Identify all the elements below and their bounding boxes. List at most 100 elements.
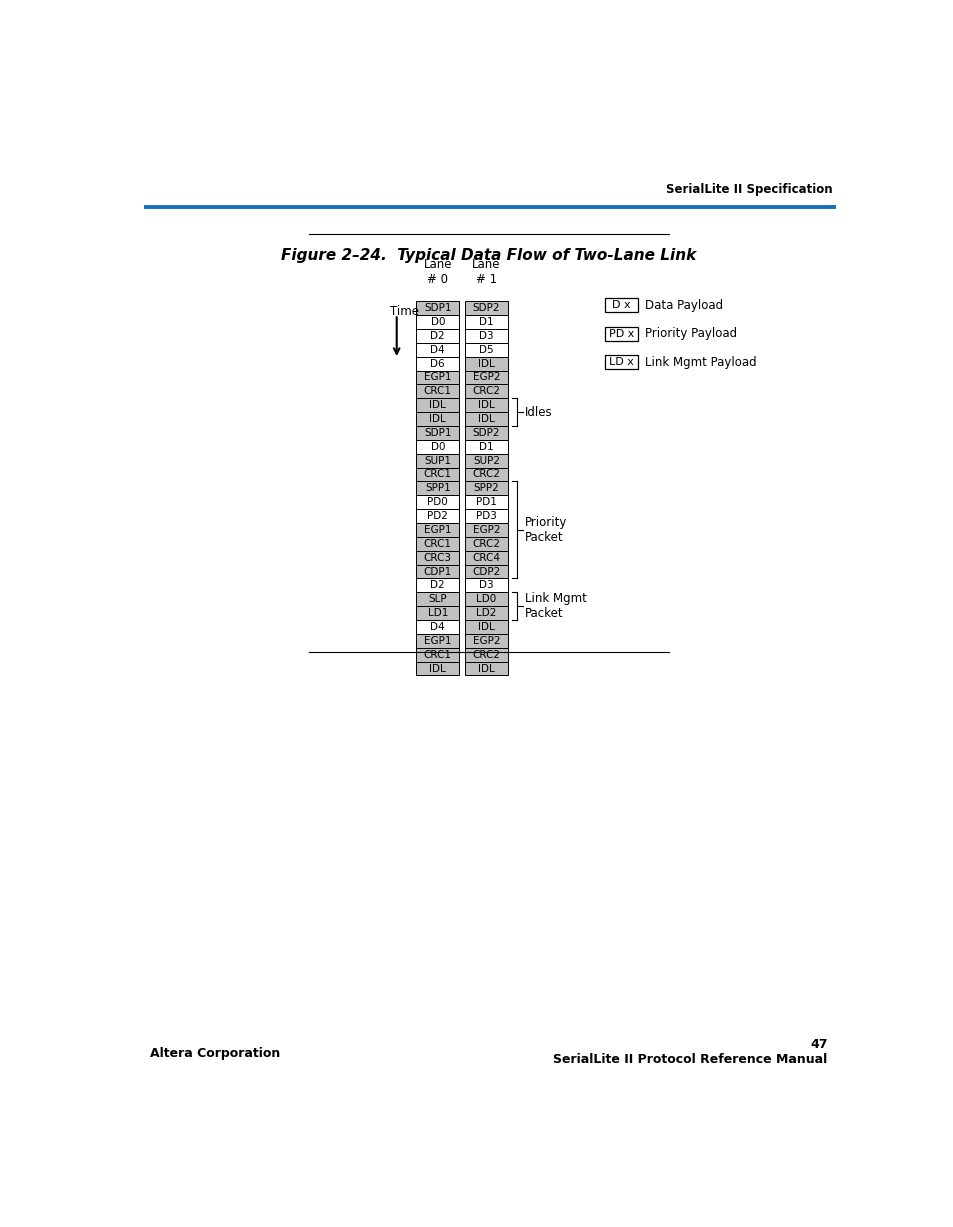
- Text: Lane
# 1: Lane # 1: [472, 258, 500, 286]
- Bar: [416, 481, 459, 496]
- Text: SPP1: SPP1: [424, 483, 450, 493]
- Bar: [416, 661, 459, 675]
- Text: D5: D5: [478, 345, 494, 355]
- Text: CRC3: CRC3: [423, 552, 452, 563]
- Text: D0: D0: [430, 317, 444, 328]
- Bar: [416, 537, 459, 551]
- Text: SUP2: SUP2: [473, 455, 499, 465]
- Text: IDL: IDL: [429, 400, 446, 410]
- Text: 47: 47: [809, 1038, 827, 1050]
- Text: SerialLite II Protocol Reference Manual: SerialLite II Protocol Reference Manual: [553, 1053, 827, 1066]
- Text: IDL: IDL: [477, 622, 495, 632]
- Text: IDL: IDL: [429, 664, 446, 674]
- Bar: [604, 298, 637, 312]
- Bar: [416, 620, 459, 634]
- Bar: [416, 302, 459, 315]
- Bar: [416, 648, 459, 661]
- Text: D1: D1: [478, 442, 494, 452]
- Bar: [464, 648, 508, 661]
- Text: CRC4: CRC4: [472, 552, 500, 563]
- Text: Idles: Idles: [525, 406, 553, 418]
- Text: EGP1: EGP1: [423, 636, 451, 645]
- Bar: [464, 593, 508, 606]
- Bar: [416, 606, 459, 620]
- Text: D3: D3: [478, 580, 494, 590]
- Text: SerialLite II Specification: SerialLite II Specification: [665, 183, 831, 196]
- Text: D0: D0: [430, 442, 444, 452]
- Text: Priority Payload: Priority Payload: [645, 328, 737, 340]
- Text: CDP1: CDP1: [423, 567, 452, 577]
- Bar: [464, 537, 508, 551]
- Text: PD x: PD x: [608, 329, 634, 339]
- Bar: [464, 606, 508, 620]
- Text: SDP2: SDP2: [473, 303, 499, 313]
- Bar: [464, 509, 508, 523]
- Text: CRC2: CRC2: [472, 470, 500, 480]
- Bar: [416, 454, 459, 467]
- Text: EGP2: EGP2: [473, 636, 499, 645]
- Text: CRC1: CRC1: [423, 539, 452, 548]
- Text: EGP2: EGP2: [473, 373, 499, 383]
- Text: Time: Time: [390, 306, 419, 318]
- Text: SPP2: SPP2: [474, 483, 499, 493]
- Text: IDL: IDL: [477, 664, 495, 674]
- Bar: [464, 357, 508, 371]
- Bar: [416, 329, 459, 342]
- Text: D2: D2: [430, 580, 445, 590]
- Bar: [464, 496, 508, 509]
- Bar: [416, 496, 459, 509]
- Text: LD0: LD0: [476, 594, 497, 604]
- Text: D4: D4: [430, 345, 445, 355]
- Bar: [464, 551, 508, 564]
- Text: EGP2: EGP2: [473, 525, 499, 535]
- Text: D1: D1: [478, 317, 494, 328]
- Bar: [416, 412, 459, 426]
- Text: D4: D4: [430, 622, 445, 632]
- Bar: [464, 426, 508, 439]
- Text: IDL: IDL: [477, 413, 495, 425]
- Text: CRC2: CRC2: [472, 539, 500, 548]
- Text: CRC1: CRC1: [423, 387, 452, 396]
- Text: PD0: PD0: [427, 497, 448, 507]
- Bar: [464, 329, 508, 342]
- Text: Altera Corporation: Altera Corporation: [150, 1047, 280, 1060]
- Bar: [464, 399, 508, 412]
- Bar: [464, 661, 508, 675]
- Text: CRC2: CRC2: [472, 387, 500, 396]
- Text: LD x: LD x: [608, 357, 633, 367]
- Bar: [464, 620, 508, 634]
- Text: LD1: LD1: [427, 609, 448, 618]
- Bar: [416, 509, 459, 523]
- Bar: [416, 315, 459, 329]
- Bar: [416, 467, 459, 481]
- Text: D6: D6: [430, 358, 445, 368]
- Text: Link Mgmt
Packet: Link Mgmt Packet: [525, 593, 587, 620]
- Text: CDP2: CDP2: [472, 567, 500, 577]
- Bar: [416, 371, 459, 384]
- Bar: [464, 564, 508, 578]
- Text: PD1: PD1: [476, 497, 497, 507]
- Bar: [416, 357, 459, 371]
- Text: CRC1: CRC1: [423, 649, 452, 660]
- Bar: [416, 384, 459, 399]
- Bar: [604, 326, 637, 341]
- Text: IDL: IDL: [477, 400, 495, 410]
- Bar: [464, 439, 508, 454]
- Text: D3: D3: [478, 331, 494, 341]
- Text: Link Mgmt Payload: Link Mgmt Payload: [645, 356, 757, 368]
- Text: SDP2: SDP2: [473, 428, 499, 438]
- Text: D2: D2: [430, 331, 445, 341]
- Bar: [464, 384, 508, 399]
- Bar: [464, 523, 508, 537]
- Bar: [464, 342, 508, 357]
- Text: D x: D x: [612, 301, 630, 310]
- Text: IDL: IDL: [477, 358, 495, 368]
- Text: CRC1: CRC1: [423, 470, 452, 480]
- Bar: [464, 371, 508, 384]
- Bar: [464, 578, 508, 593]
- Text: CRC2: CRC2: [472, 649, 500, 660]
- Bar: [416, 426, 459, 439]
- Bar: [416, 439, 459, 454]
- Bar: [464, 412, 508, 426]
- Text: SDP1: SDP1: [423, 303, 451, 313]
